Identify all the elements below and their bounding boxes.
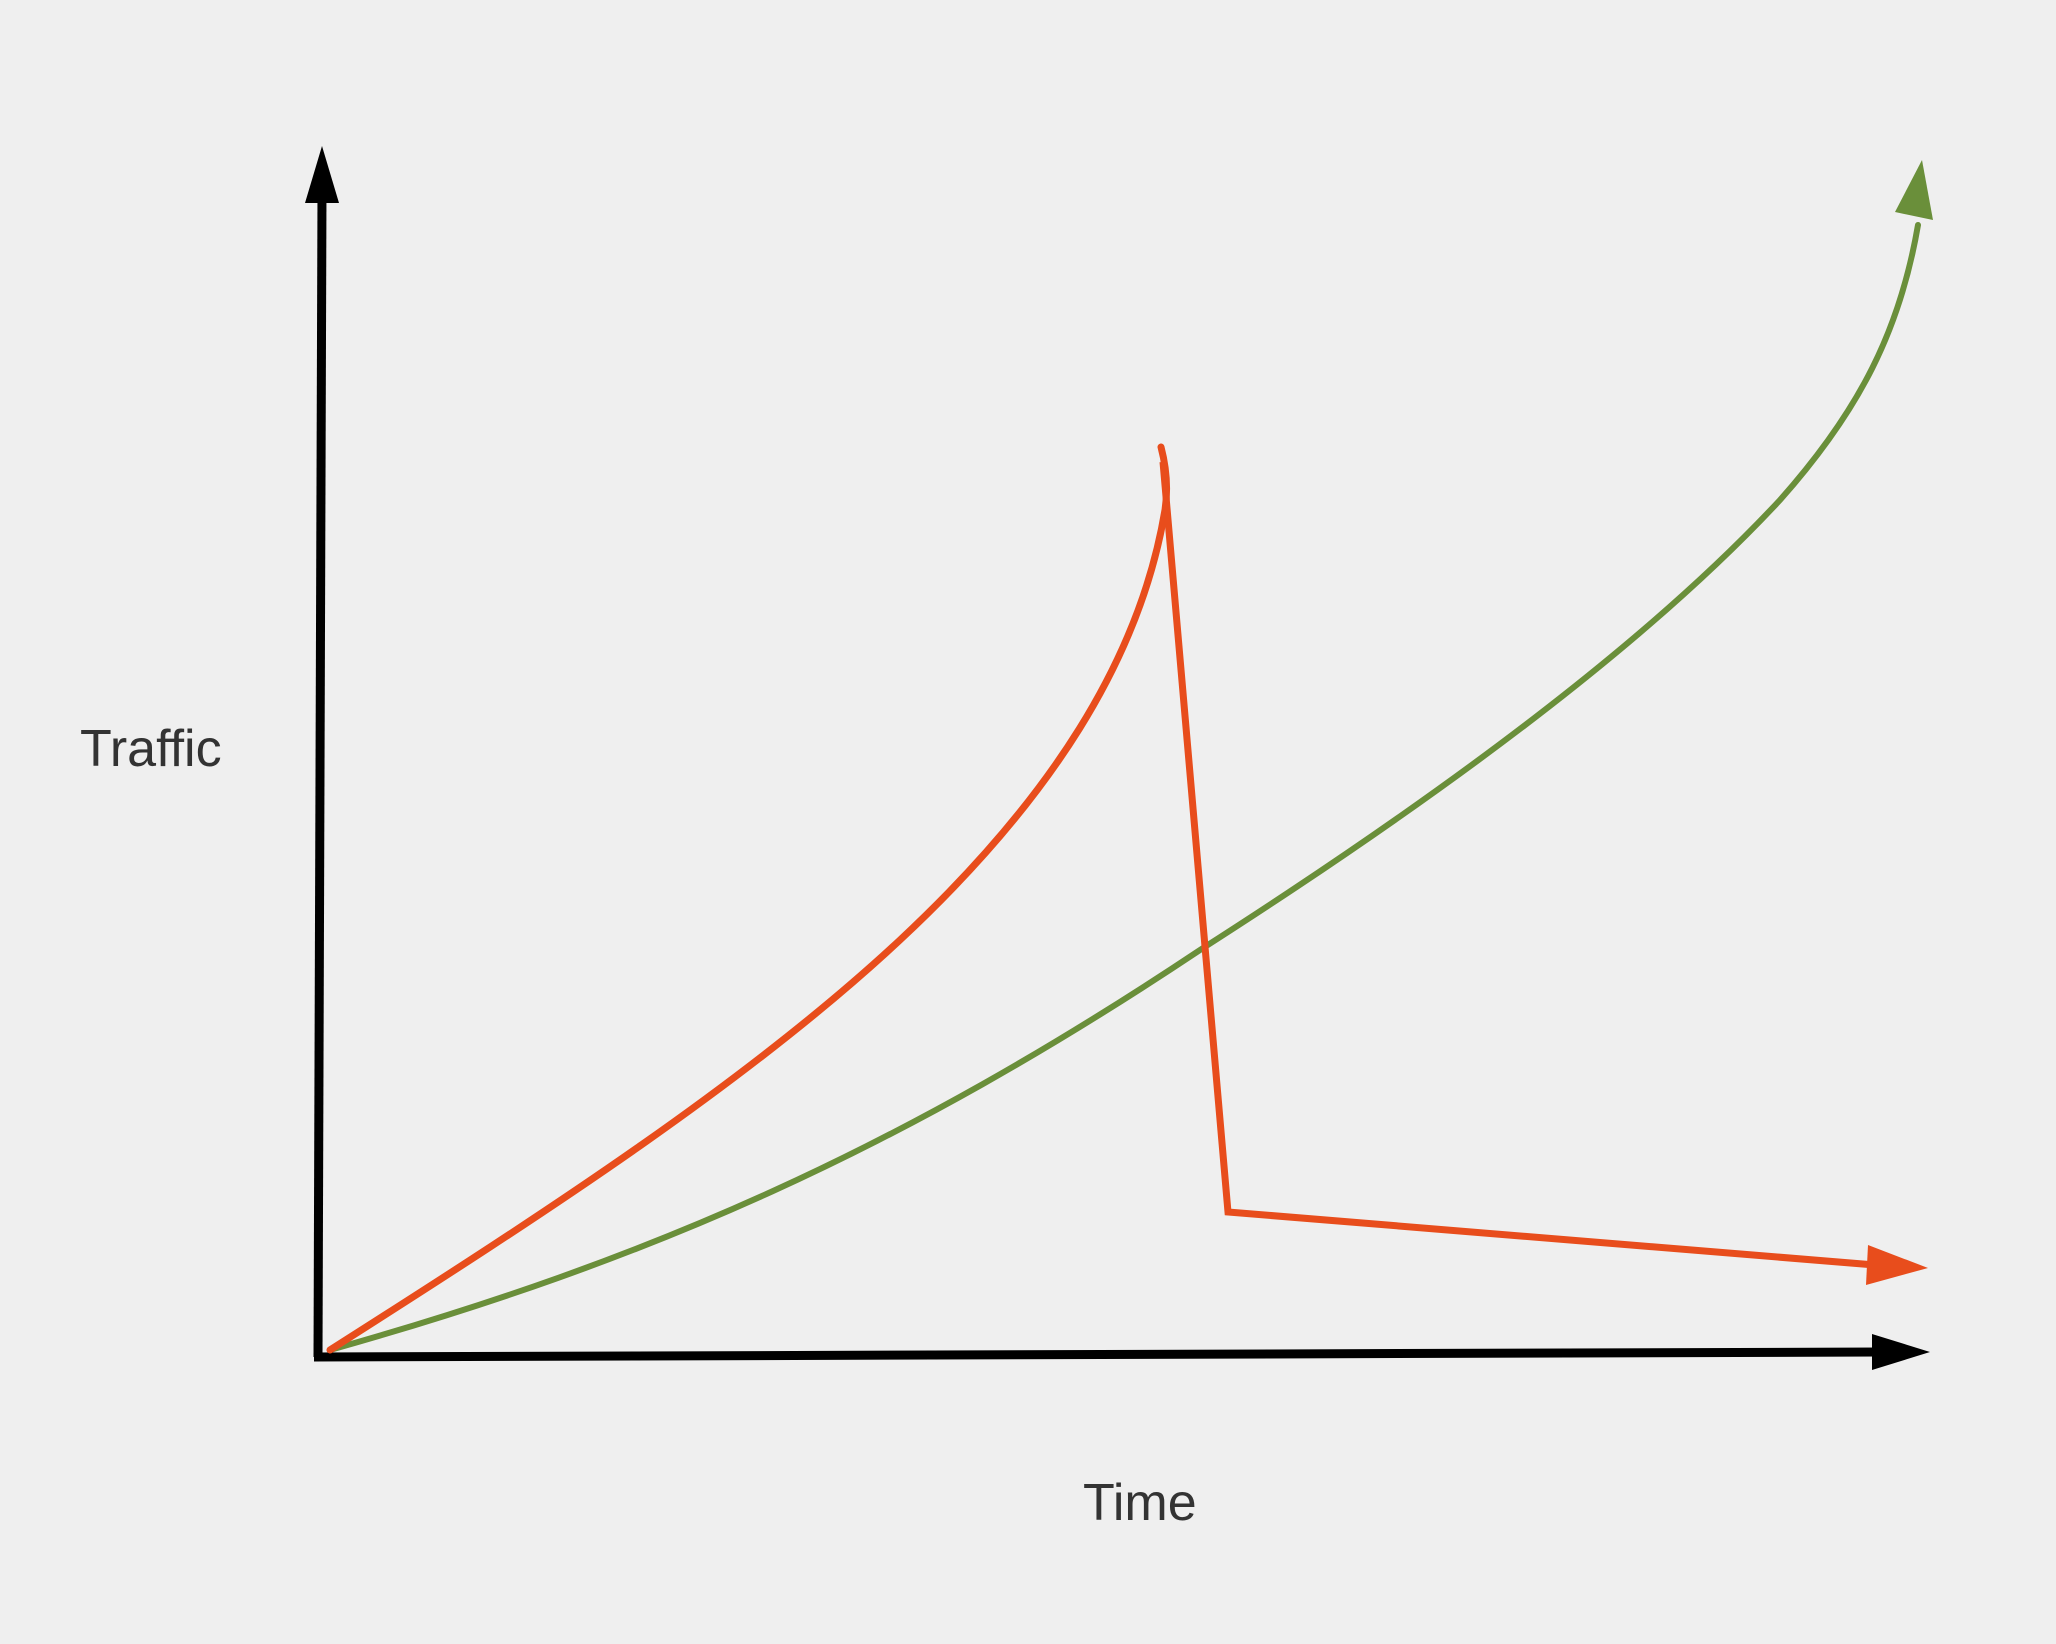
- y-axis-arrowhead: [305, 146, 339, 203]
- y-axis-line: [313, 189, 327, 1358]
- spike-curve-drop: [1159, 461, 1876, 1269]
- spike-curve-rise: [326, 443, 1171, 1354]
- x-axis-line: [313, 1347, 1881, 1362]
- x-axis-arrowhead: [1872, 1334, 1930, 1370]
- steady-growth-arrowhead: [1895, 160, 1933, 220]
- spike-curve-arrowhead: [1866, 1245, 1928, 1285]
- x-axis-label: Time: [1083, 1474, 1197, 1532]
- y-axis-label: Traffic: [80, 720, 222, 778]
- steady-growth-curve: [327, 222, 1921, 1353]
